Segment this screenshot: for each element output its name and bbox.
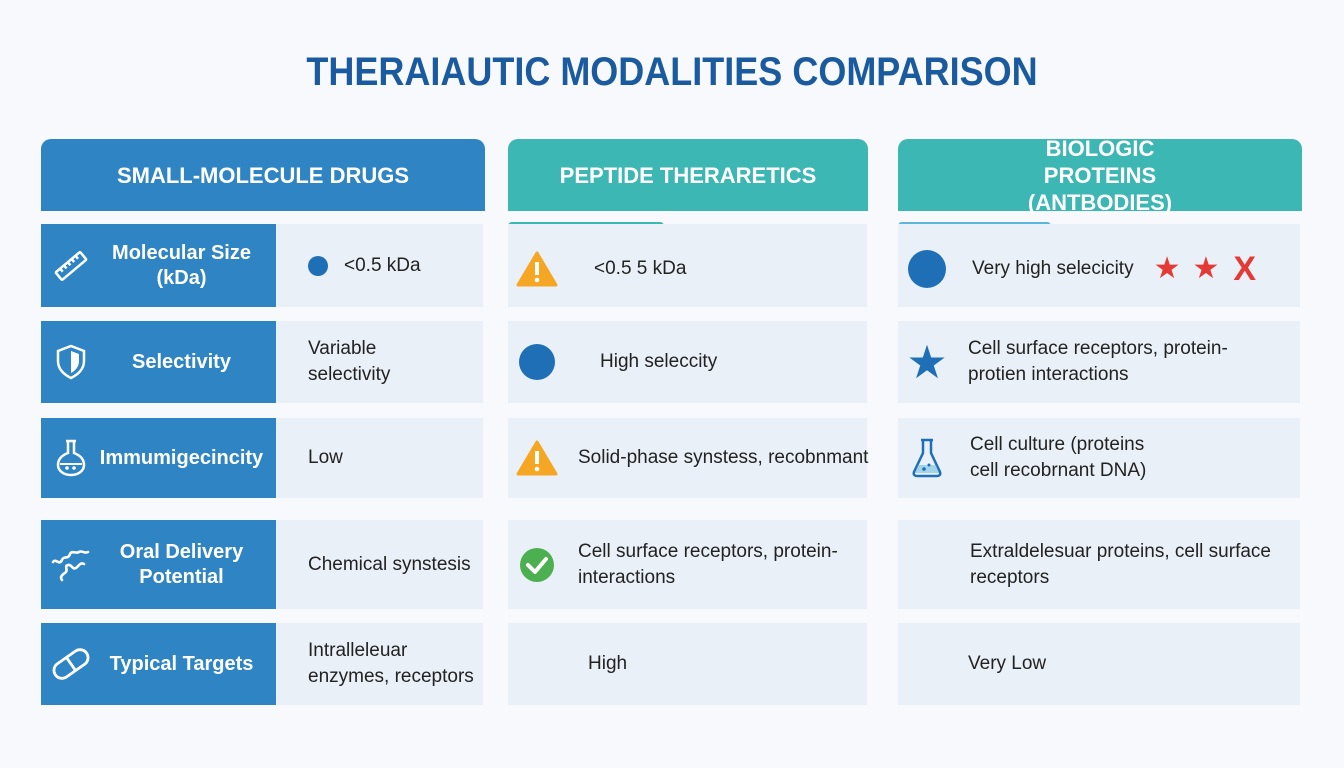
cell-small-immunogenicity: Low (276, 418, 483, 498)
cell-biologic-selectivity: ★ Cell surface receptors, protein-protien… (898, 321, 1300, 403)
cell-small-oral: Chemical synstesis (276, 520, 483, 609)
circle-icon (308, 255, 328, 276)
star-icon: ★ (1153, 251, 1181, 285)
row-label-oral-delivery: Oral Delivery Potential (41, 520, 276, 609)
check-icon (508, 547, 566, 583)
pill-icon (45, 646, 97, 682)
squiggle-icon (45, 546, 97, 584)
cell-biologic-size: Very high selecicity ★ ★ X (898, 224, 1300, 307)
warning-icon (508, 440, 566, 476)
circle-icon (898, 249, 956, 288)
cell-peptide-selectivity: High seleccity (508, 321, 867, 403)
warning-icon (508, 251, 566, 287)
cell-peptide-immunogenicity: Solid-phase synstess, recobnmant (508, 418, 868, 498)
x-icon: X (1233, 249, 1257, 288)
shield-icon (45, 344, 97, 380)
ruler-icon (45, 250, 97, 281)
row-label-molecular-size: Molecular Size (kDa) (41, 224, 276, 307)
column-header-peptide: PEPTIDE THERARETICS (508, 139, 868, 211)
flask-icon (898, 438, 956, 478)
star-icon: ★ (1192, 251, 1220, 285)
circle-icon (508, 344, 566, 380)
column-header-small-molecule: SMALL-MOLECULE DRUGS (41, 139, 485, 211)
cell-small-size: <0.5 kDa (276, 224, 483, 307)
column-header-biologic: BIOLOGIC PROTEINS (ANTBODIES) (898, 136, 1302, 215)
cell-biologic-immunogenicity: Cell culture (proteins cell recobrnant D… (898, 418, 1300, 498)
star-icon: ★ (906, 336, 948, 388)
cell-biologic-oral: Extraldelesuar proteins, cell surface re… (898, 520, 1300, 609)
row-label-immunogenicity: Immumigecincity (41, 418, 276, 498)
cell-peptide-size: <0.5 5 kDa (508, 224, 867, 307)
flask-icon (45, 439, 97, 477)
cell-peptide-targets: High (508, 623, 867, 705)
cell-small-targets: Intralleleuar enzymes, receptors (276, 623, 483, 705)
cell-biologic-targets: Very Low (898, 623, 1300, 705)
cell-peptide-oral: Cell surface receptors, protein-interact… (508, 520, 867, 609)
row-label-selectivity: Selectivity (41, 321, 276, 403)
cell-small-selectivity: Variable selectivity (276, 321, 483, 403)
page-title: THERAIAUTIC MODALITIES COMPARISON (306, 50, 1038, 94)
row-label-typical-targets: Typical Targets (41, 623, 276, 705)
